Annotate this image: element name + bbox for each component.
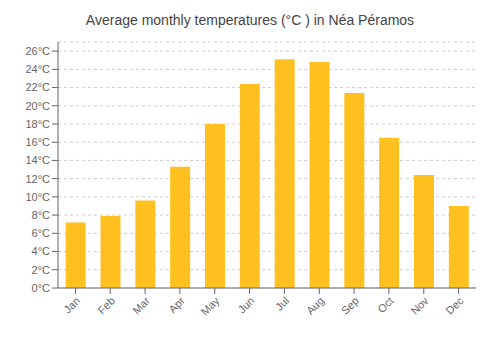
- svg-text:Jul: Jul: [273, 294, 291, 312]
- svg-text:18°C: 18°C: [25, 118, 50, 130]
- svg-text:May: May: [199, 294, 223, 318]
- svg-text:Apr: Apr: [166, 294, 187, 315]
- svg-text:Feb: Feb: [95, 294, 117, 316]
- svg-text:20°C: 20°C: [25, 100, 50, 112]
- svg-text:8°C: 8°C: [32, 209, 51, 221]
- html-text:Average monthly temperatures (: Average monthly temperatures (°C ) in Né…: [85, 12, 415, 28]
- svg-text:Oct: Oct: [375, 294, 396, 315]
- svg-text:Dec: Dec: [443, 294, 466, 317]
- svg-text:10°C: 10°C: [25, 191, 50, 203]
- svg-text:14°C: 14°C: [25, 154, 50, 166]
- svg-text:Nov: Nov: [408, 294, 431, 317]
- svg-text:Jan: Jan: [61, 294, 82, 315]
- svg-text:6°C: 6°C: [32, 227, 51, 239]
- svg-text:16°C: 16°C: [25, 136, 50, 148]
- svg-text:Jun: Jun: [235, 294, 256, 315]
- svg-text:22°C: 22°C: [25, 81, 50, 93]
- svg-text:12°C: 12°C: [25, 173, 50, 185]
- svg-text:2°C: 2°C: [32, 264, 51, 276]
- svg-text:0°C: 0°C: [32, 282, 51, 294]
- svg-text:Aug: Aug: [304, 294, 326, 316]
- svg-text:Mar: Mar: [130, 294, 152, 316]
- svg-text:4°C: 4°C: [32, 245, 51, 257]
- svg-text:Sep: Sep: [339, 294, 361, 316]
- svg-text:26°C: 26°C: [25, 45, 50, 57]
- svg-text:24°C: 24°C: [25, 63, 50, 75]
